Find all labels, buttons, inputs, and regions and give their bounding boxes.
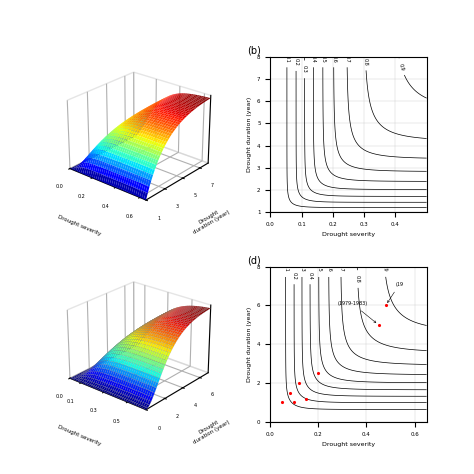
X-axis label: Drought severity: Drought severity	[57, 215, 102, 237]
Y-axis label: Drought duration (year): Drought duration (year)	[246, 97, 252, 172]
Y-axis label: Drought
duration (year): Drought duration (year)	[190, 205, 231, 235]
Text: 0.5: 0.5	[320, 55, 325, 62]
Y-axis label: Drought
duration (year): Drought duration (year)	[190, 414, 231, 445]
Text: (d): (d)	[247, 255, 261, 265]
Text: 0.9: 0.9	[398, 63, 405, 71]
Text: (b): (b)	[247, 46, 261, 56]
Text: (19: (19	[388, 282, 403, 302]
Text: 0.1: 0.1	[284, 55, 290, 62]
Text: 0.7: 0.7	[345, 55, 349, 63]
Text: 0.8: 0.8	[355, 275, 360, 283]
Text: 0.4: 0.4	[311, 55, 316, 62]
Text: 0.5: 0.5	[316, 264, 321, 272]
X-axis label: Drought severity: Drought severity	[322, 442, 375, 447]
Text: 0.1: 0.1	[283, 264, 288, 272]
Text: 0.2: 0.2	[292, 272, 297, 279]
Text: 0.8: 0.8	[363, 57, 368, 65]
Text: 0.9: 0.9	[382, 264, 388, 272]
Text: 0.3: 0.3	[302, 65, 307, 73]
Y-axis label: Drought duration (year): Drought duration (year)	[246, 307, 252, 382]
Text: 0.7: 0.7	[338, 264, 344, 272]
X-axis label: Drought severity: Drought severity	[322, 232, 375, 237]
Text: (1979-1983): (1979-1983)	[337, 301, 376, 323]
X-axis label: Drought severity: Drought severity	[57, 425, 102, 447]
Text: 0.6: 0.6	[331, 55, 336, 62]
Text: 0.3: 0.3	[300, 264, 304, 272]
Text: 0.4: 0.4	[308, 272, 312, 279]
Text: 0.2: 0.2	[293, 58, 299, 66]
Text: 0.6: 0.6	[326, 264, 331, 272]
